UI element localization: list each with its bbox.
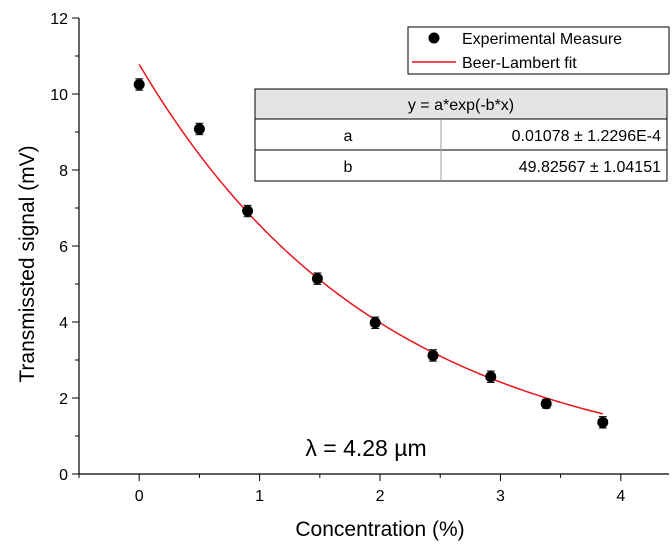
fit-curve-group (138, 63, 603, 415)
fit-parameter-table: y = a*exp(-b*x) a 0.01078 ± 1.2296E-4 b … (254, 88, 668, 182)
data-point (427, 349, 439, 361)
data-point (485, 371, 497, 383)
table-equation: y = a*exp(-b*x) (408, 97, 514, 114)
y-tick-label: 0 (59, 467, 68, 484)
y-tick-label: 6 (59, 239, 68, 256)
y-tick-label: 8 (59, 163, 68, 180)
data-point (242, 205, 254, 217)
data-point (193, 123, 205, 135)
table-value-b: 49.82567 ± 1.04151 (519, 159, 661, 176)
y-axis-label: Transmissted signal (mV) (16, 145, 39, 382)
y-tick-label: 10 (50, 87, 68, 104)
legend: Experimental Measure Beer-Lambert fit (407, 26, 670, 75)
table-param-b: b (344, 159, 353, 176)
x-tick-label: 2 (376, 488, 385, 505)
x-axis-label: Concentration (%) (295, 518, 464, 541)
y-tick-label: 4 (59, 315, 68, 332)
data-points-group (133, 78, 609, 429)
fit-curve-line (138, 63, 603, 415)
data-point (133, 79, 145, 90)
data-point (597, 416, 609, 428)
data-point (540, 398, 552, 410)
table-border (254, 88, 668, 182)
y-tick-label: 12 (50, 11, 68, 28)
data-point (311, 273, 323, 285)
y-tick-label: 2 (59, 391, 68, 408)
table-value-a: 0.01078 ± 1.2296E-4 (512, 128, 661, 145)
table-header-bg (255, 89, 667, 119)
legend-label-experimental: Experimental Measure (462, 31, 622, 48)
legend-label-fit: Beer-Lambert fit (462, 55, 577, 72)
x-tick-label: 3 (496, 488, 505, 505)
legend-marker-experimental (428, 32, 440, 44)
x-tick-label: 1 (255, 488, 264, 505)
data-point (369, 317, 381, 329)
wavelength-annotation: λ = 4.28 µm (305, 435, 426, 461)
table-param-a: a (344, 128, 353, 145)
x-tick-label: 4 (616, 488, 625, 505)
x-tick-label: 0 (135, 488, 144, 505)
legend-box (407, 26, 670, 75)
